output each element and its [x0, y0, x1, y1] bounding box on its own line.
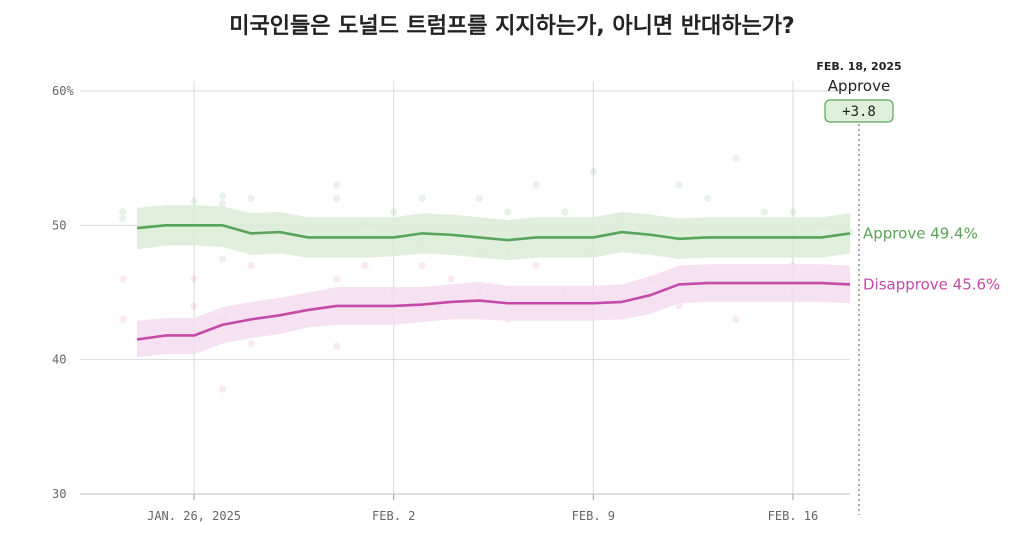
annotation-label: Approve [828, 77, 890, 95]
approve-line [136, 224, 851, 242]
disapprove-poll-dot [218, 385, 227, 393]
approve-poll-dot [561, 208, 569, 216]
disapprove-poll-dot [190, 275, 198, 283]
disapprove-poll-dot [119, 315, 127, 323]
approve-poll-dot [504, 208, 512, 216]
disapprove-end-label: Disapprove 45.6% [863, 275, 1000, 293]
approve-confidence-band [137, 205, 850, 261]
approve-poll-dot [789, 208, 797, 216]
disapprove-poll-dot [732, 315, 740, 323]
approve-poll-dot [760, 208, 769, 216]
disapprove-confidence-band [137, 264, 850, 357]
disapprove-poll-dot [190, 302, 198, 310]
approve-poll-dot [703, 194, 712, 203]
disapprove-poll-dot [418, 262, 426, 270]
disapprove-poll-dot [532, 262, 540, 270]
approve-poll-dot [390, 208, 398, 216]
disapprove-poll-dot [675, 302, 683, 310]
y-tick-label: 50 [52, 218, 66, 232]
approve-poll-dot [333, 181, 341, 189]
annotation-value-badge [824, 99, 894, 123]
approve-poll-dot [475, 194, 483, 203]
approve-poll-dot [333, 194, 341, 203]
approve-poll-dot [218, 200, 227, 208]
disapprove-poll-dot [447, 275, 455, 283]
annotation-date: FEB. 18, 2025 [816, 60, 901, 73]
x-tick-label: FEB. 9 [572, 509, 615, 523]
chart-title: 미국인들은 도널드 트럼프를 지지하는가, 아니면 반대하는가? [229, 14, 795, 39]
y-tick-label: 60% [52, 84, 74, 98]
x-tick-label: JAN. 26, 2025 [147, 509, 241, 523]
approve-poll-dot [675, 181, 683, 189]
approve-poll-dot [218, 255, 227, 263]
disapprove-poll-dot [247, 262, 255, 270]
y-tick-label: 30 [52, 487, 66, 501]
approve-poll-dot [218, 192, 227, 200]
approve-poll-dot [247, 194, 255, 203]
disapprove-poll-dot [333, 275, 341, 283]
x-tick-label: FEB. 2 [372, 509, 415, 523]
y-tick-label: 40 [52, 353, 66, 367]
annotation-value: +3.8 [842, 104, 876, 120]
disapprove-poll-dot [247, 339, 255, 348]
approve-end-label: Approve 49.4% [863, 224, 978, 242]
approve-poll-dot [190, 197, 198, 205]
approve-poll-dot [589, 168, 597, 176]
disapprove-poll-dot [119, 275, 127, 283]
approve-poll-dot [532, 181, 540, 189]
disapprove-poll-dot [361, 262, 369, 270]
approve-poll-dot [418, 194, 426, 203]
disapprove-line [136, 281, 851, 341]
approve-poll-dot [119, 208, 127, 216]
x-tick-label: FEB. 16 [768, 509, 819, 523]
approve-poll-dot [732, 154, 740, 162]
approve-poll-dot [119, 215, 127, 223]
disapprove-poll-dot [333, 342, 341, 350]
